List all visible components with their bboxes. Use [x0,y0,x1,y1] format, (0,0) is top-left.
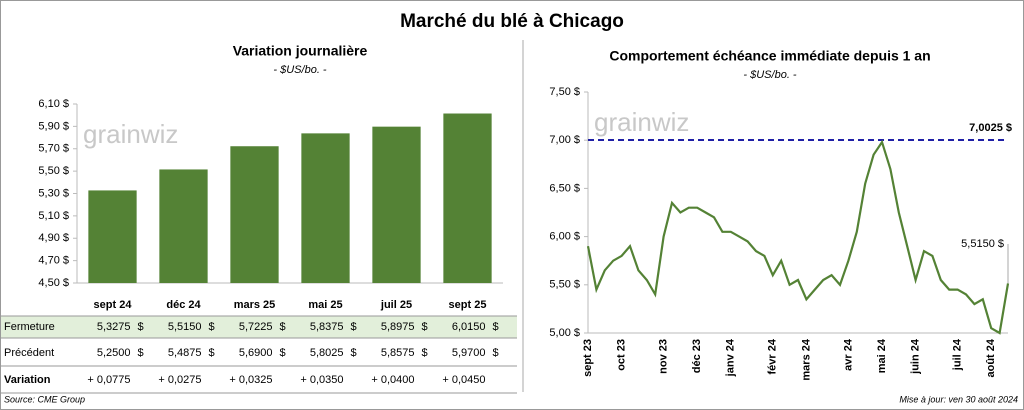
currency: $ [208,347,214,359]
currency: $ [492,347,498,359]
x-tick-label: juil 24 [952,338,964,371]
y-tick-label: 5,50 $ [38,165,69,177]
chart-subtitle: - $US/bo. - [273,64,327,76]
currency: $ [137,347,143,359]
row-label: Précédent [4,347,54,359]
x-tick-label: mars 25 [234,299,276,311]
bar [301,133,350,283]
close-value: 5,7225 [239,321,273,333]
y-tick-label: 6,00 $ [549,231,580,243]
table-cell: 5,6900 [239,347,273,359]
table-cell: + 0,0450 [442,374,485,386]
currency: $ [492,321,498,333]
y-tick-label: 4,50 $ [38,277,69,289]
x-tick-label: sept 25 [449,299,487,311]
x-tick-label: avr 24 [842,338,854,371]
y-tick-label: 4,90 $ [38,232,69,244]
table-cell: + 0,0350 [300,374,343,386]
x-tick-label: oct 23 [616,339,628,371]
x-tick-label: nov 23 [658,339,670,374]
close-value: 5,8375 [310,321,344,333]
bar [443,113,492,284]
table-cell: 5,8025 [310,347,344,359]
x-tick-label: févr 24 [767,338,779,374]
y-tick-label: 6,10 $ [38,98,69,110]
table-cell: 5,8575 [381,347,415,359]
table-cell: + 0,0400 [371,374,414,386]
currency: $ [350,347,356,359]
currency: $ [421,321,427,333]
bar [372,126,421,283]
x-tick-label: sept 24 [94,299,133,311]
close-value: 6,0150 [452,321,486,333]
chart-subtitle: - $US/bo. - [743,69,797,81]
y-tick-label: 5,30 $ [38,187,69,199]
x-tick-label: juin 24 [910,338,922,375]
updated: Mise à jour: ven 30 août 2024 [899,394,1018,404]
close-value: 5,8975 [381,321,415,333]
y-tick-label: 4,70 $ [38,255,69,267]
y-tick-label: 7,00 $ [549,134,580,146]
source: Source: CME Group [4,394,85,404]
y-tick-label: 5,10 $ [38,210,69,222]
x-tick-label: août 24 [985,338,997,377]
y-tick-label: 5,00 $ [549,327,580,339]
row-label: Fermeture [4,321,55,333]
currency: $ [208,321,214,333]
x-tick-label: déc 24 [166,299,201,311]
watermark: grainwiz [594,107,689,137]
close-value: 5,5150 [168,321,202,333]
watermark: grainwiz [83,119,178,149]
currency: $ [421,347,427,359]
close-value: 5,3275 [97,321,131,333]
bar [159,169,208,283]
y-tick-label: 5,90 $ [38,120,69,132]
table-cell: 5,2500 [97,347,131,359]
x-tick-label: mai 24 [876,338,888,373]
y-tick-label: 5,50 $ [549,279,580,291]
x-tick-label: déc 23 [691,339,703,373]
bar [230,146,279,283]
y-tick-label: 5,70 $ [38,143,69,155]
currency: $ [279,321,285,333]
price-line [586,139,1010,335]
close-row-bg [1,316,517,338]
last-value-label: 5,5150 $ [961,238,1004,250]
chart-title: Variation journalière [233,43,368,59]
bar [88,190,137,283]
chart-title: Comportement échéance immédiate depuis 1… [609,48,930,64]
currency: $ [350,321,356,333]
y-tick-label: 6,50 $ [549,182,580,194]
x-tick-label: juil 25 [380,299,412,311]
x-tick-label: mai 25 [308,299,342,311]
row-label: Variation [4,374,51,386]
table-cell: + 0,0325 [229,374,272,386]
table-cell: + 0,0775 [87,374,130,386]
table-cell: 5,4875 [168,347,202,359]
x-tick-label: sept 23 [582,339,594,377]
x-tick-label: mars 24 [800,338,812,380]
currency: $ [279,347,285,359]
currency: $ [137,321,143,333]
page-title: Marché du blé à Chicago [400,11,624,32]
table-cell: 5,9700 [452,347,486,359]
reference-label: 7,0025 $ [969,122,1012,134]
table-cell: + 0,0275 [158,374,201,386]
x-tick-label: janv 24 [725,338,737,377]
y-tick-label: 7,50 $ [549,86,580,98]
